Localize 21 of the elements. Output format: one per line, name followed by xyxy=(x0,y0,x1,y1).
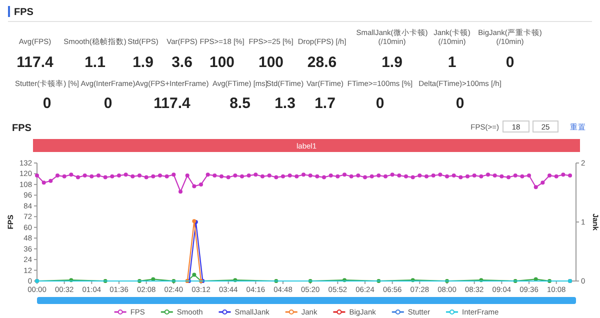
text: 3.6 xyxy=(172,54,192,71)
text: 1.1 xyxy=(84,54,106,71)
text: 28.6 xyxy=(307,54,337,71)
text: 1.9 xyxy=(382,54,402,71)
text: 100 xyxy=(209,54,235,71)
text: 100 xyxy=(258,54,284,71)
text: 1 xyxy=(448,54,456,71)
chart-title: FPS xyxy=(12,123,32,134)
text: 0 xyxy=(376,95,384,112)
text: 0 xyxy=(42,95,52,112)
text: 0 xyxy=(506,54,514,71)
text: 0 xyxy=(104,95,112,112)
text: 1.7 xyxy=(314,95,336,112)
text: 8.5 xyxy=(230,95,250,112)
text: 117.4 xyxy=(154,95,192,112)
text: FPS xyxy=(14,7,34,18)
text: 117.4 xyxy=(16,54,54,71)
point xyxy=(192,272,196,277)
text: 1.3 xyxy=(274,95,296,112)
text: 0 xyxy=(456,95,464,112)
text: 1.9 xyxy=(132,54,154,71)
